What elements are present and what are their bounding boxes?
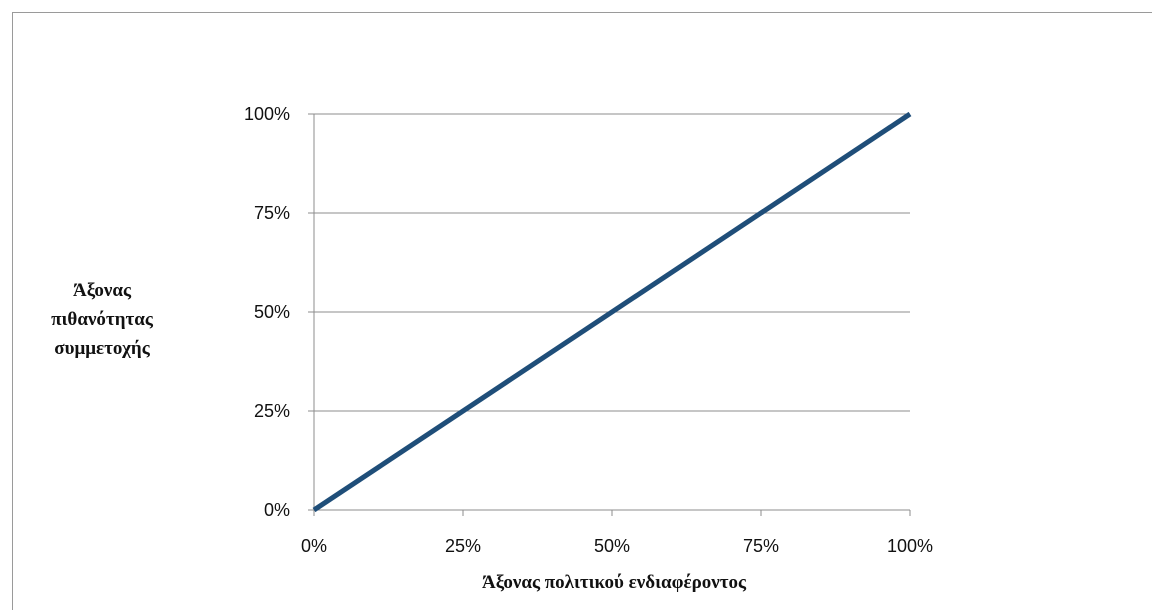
x-tick-label: 25%: [445, 536, 481, 556]
y-axis-title-line-3: συμμετοχής: [54, 338, 150, 359]
x-tick-labels: 0% 25% 50% 75% 100%: [301, 536, 933, 556]
y-tick-label: 75%: [254, 203, 290, 223]
x-axis-title: Άξονας πολιτικού ενδιαφέροντος: [482, 572, 747, 593]
y-tick-label: 100%: [244, 104, 290, 124]
series-line: [312, 111, 912, 513]
x-tick-label: 50%: [594, 536, 630, 556]
chart-frame: [12, 12, 1152, 610]
series-group: [312, 111, 912, 513]
x-tick-label: 100%: [887, 536, 933, 556]
y-axis-title-line-1: Άξονας: [73, 280, 132, 301]
x-tick-label: 75%: [743, 536, 779, 556]
y-axis-title-line-2: πιθανότητας: [51, 309, 154, 330]
axes: [308, 113, 911, 516]
y-tick-labels: 0% 25% 50% 75% 100%: [244, 104, 290, 520]
y-tick-label: 0%: [264, 500, 290, 520]
x-tick-label: 0%: [301, 536, 327, 556]
y-tick-label: 50%: [254, 302, 290, 322]
y-tick-label: 25%: [254, 401, 290, 421]
